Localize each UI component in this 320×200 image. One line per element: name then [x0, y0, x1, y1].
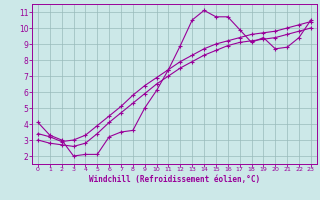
X-axis label: Windchill (Refroidissement éolien,°C): Windchill (Refroidissement éolien,°C): [89, 175, 260, 184]
